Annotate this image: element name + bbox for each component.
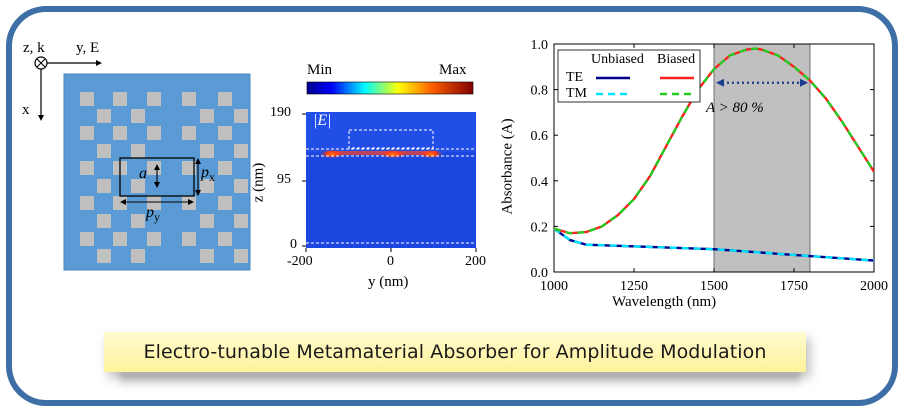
- field-map-panel: Min Max |E| 190 95 0 -200 0 200 y (nm) z…: [250, 50, 500, 300]
- ytick-0: 0: [290, 237, 297, 252]
- metal-square: [147, 196, 161, 210]
- caption-shadow: [120, 372, 800, 388]
- metal-square: [234, 179, 248, 193]
- chart-xlabel: Wavelength (nm): [612, 294, 717, 310]
- px-label: px: [201, 164, 215, 185]
- colorbar-min-label: Min: [307, 62, 333, 78]
- metal-square: [113, 126, 127, 140]
- x-label: x: [22, 102, 30, 118]
- a-label: a: [139, 165, 147, 182]
- y-E-label: y, E: [76, 40, 100, 56]
- metal-square: [80, 92, 94, 106]
- metal-square: [218, 196, 232, 210]
- series-unbiased-tm: [553, 227, 875, 262]
- y-tick-label: 0.0: [531, 266, 549, 281]
- metal-square: [200, 214, 214, 228]
- unit-cell-outline: [119, 157, 195, 197]
- caption-text: Electro-tunable Metamaterial Absorber fo…: [143, 341, 767, 363]
- metal-square: [80, 232, 94, 246]
- xtick-200: 200: [465, 254, 486, 269]
- metal-square: [97, 214, 111, 228]
- field-label: |E|: [313, 112, 332, 129]
- shaded-region: [713, 43, 811, 273]
- z-k-label: z, k: [23, 40, 45, 56]
- metal-square: [131, 179, 145, 193]
- metal-square: [218, 126, 232, 140]
- xtick-neg200: -200: [287, 254, 313, 269]
- metal-square: [218, 161, 232, 175]
- chart-annotation: A > 80 %: [706, 100, 764, 116]
- metal-square: [113, 196, 127, 210]
- legend-row-tm: TM: [566, 86, 587, 101]
- metal-square: [218, 232, 232, 246]
- resonator-outline: [348, 129, 434, 149]
- legend-row-te: TE: [566, 70, 584, 85]
- x-tick-label: 1250: [620, 279, 648, 294]
- y-tick-label: 1.0: [531, 38, 549, 53]
- field-xlabel: y (nm): [368, 274, 409, 290]
- x-tick-label: 1750: [780, 279, 808, 294]
- metal-square: [97, 249, 111, 263]
- legend-header-biased: Biased: [657, 52, 696, 67]
- metal-square: [147, 92, 161, 106]
- field-map-svg: [302, 81, 477, 252]
- y-tick-label: 0.4: [531, 175, 549, 190]
- metal-squares: [80, 92, 248, 263]
- x-tick-label: 2000: [860, 279, 888, 294]
- xtick-0: 0: [387, 254, 394, 269]
- metal-square: [200, 109, 214, 123]
- series-biased-tm: [553, 47, 876, 235]
- metal-square: [97, 179, 111, 193]
- metal-square: [218, 92, 232, 106]
- metal-square: [131, 214, 145, 228]
- unit-cell-panel: z, k y, E x a px py: [0, 0, 270, 290]
- x-tick-label: 1500: [700, 279, 728, 294]
- y-tick-label: 0.8: [531, 84, 549, 99]
- y-tick-label: 0.6: [531, 129, 549, 144]
- metal-square: [131, 249, 145, 263]
- py-label: py: [146, 204, 160, 225]
- metal-square: [113, 232, 127, 246]
- metal-square: [131, 144, 145, 158]
- colorbar-max-label: Max: [439, 62, 467, 78]
- metal-square: [80, 196, 94, 210]
- colorbar: [306, 81, 474, 95]
- metal-square: [131, 109, 145, 123]
- ytick-190: 190: [270, 105, 291, 120]
- absorbance-chart: 1000 1250 1500 1750 2000 0.0 0.2 0.4 0.6 0.8 1.0 W…: [500, 30, 890, 320]
- metal-square: [200, 144, 214, 158]
- y-tick-label: 0.2: [531, 220, 549, 235]
- metal-square: [200, 179, 214, 193]
- metal-square: [80, 161, 94, 175]
- metal-square: [97, 109, 111, 123]
- metal-square: [234, 214, 248, 228]
- metal-square: [234, 109, 248, 123]
- metal-square: [182, 126, 196, 140]
- metal-square: [182, 92, 196, 106]
- absorbance-chart-svg: 1000 1250 1500 1750 2000 0.0 0.2 0.4 0.6 0.8 1.0: [531, 38, 889, 294]
- metal-square: [113, 92, 127, 106]
- metal-square: [80, 126, 94, 140]
- x-tick-label: 1000: [540, 279, 568, 294]
- legend-header-unbiased: Unbiased: [591, 52, 644, 67]
- field-ylabel: z (nm): [250, 162, 267, 203]
- chart-ylabel: Absorbance (A): [499, 118, 516, 215]
- metal-square: [234, 144, 248, 158]
- caption-banner: Electro-tunable Metamaterial Absorber fo…: [104, 332, 806, 372]
- metal-square: [147, 232, 161, 246]
- metal-square: [200, 249, 214, 263]
- metal-square: [147, 126, 161, 140]
- metal-square: [182, 161, 196, 175]
- metal-square: [97, 144, 111, 158]
- metal-square: [182, 232, 196, 246]
- unit-cell-svg: [34, 56, 251, 271]
- metal-square: [234, 249, 248, 263]
- ytick-95: 95: [277, 172, 291, 187]
